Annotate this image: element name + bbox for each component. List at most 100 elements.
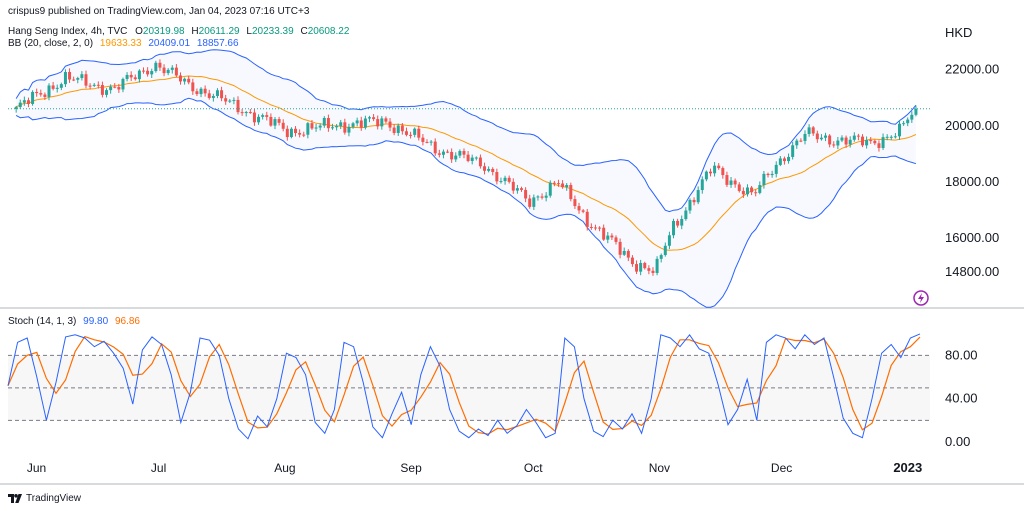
- bb-upper-value: 20409.01: [148, 38, 191, 49]
- candle: [745, 184, 749, 197]
- stoch-d-value: 96.86: [114, 316, 140, 327]
- stoch-label: Stoch (14, 1, 3): [8, 316, 77, 327]
- candle: [713, 162, 717, 177]
- stoch-axis: 80.00 40.00 0.00: [945, 347, 978, 449]
- candle: [733, 178, 737, 188]
- alert-icon[interactable]: [913, 290, 929, 306]
- bb-lower-line: [15, 97, 917, 308]
- candle: [655, 256, 659, 276]
- candle: [478, 154, 482, 169]
- candle: [248, 109, 252, 114]
- ohlc-close: C20608.22: [300, 26, 350, 37]
- bb-basis-line: [15, 75, 917, 251]
- candle: [441, 149, 445, 159]
- candle: [199, 87, 203, 98]
- candle: [832, 141, 836, 148]
- candle: [88, 83, 92, 90]
- time-axis: Jun Jul Aug Sep Oct Nov Dec 2023: [27, 460, 922, 475]
- candle: [277, 116, 281, 126]
- candle: [72, 76, 76, 82]
- stochastic-lines: [7, 333, 921, 440]
- candle: [232, 97, 236, 105]
- candle: [310, 120, 314, 130]
- candle: [314, 123, 318, 132]
- candle: [848, 136, 852, 148]
- candle: [294, 126, 298, 137]
- candle: [622, 247, 626, 256]
- candle: [524, 187, 528, 203]
- candle: [515, 184, 519, 194]
- candle: [630, 255, 634, 267]
- candle: [906, 117, 910, 127]
- candle: [257, 114, 261, 125]
- candle: [581, 209, 585, 214]
- candle: [708, 168, 712, 177]
- candle: [885, 134, 889, 141]
- candle: [129, 71, 133, 81]
- candle: [335, 124, 339, 131]
- candle: [791, 141, 795, 160]
- candle: [220, 86, 224, 102]
- candle: [536, 195, 540, 201]
- candle: [495, 168, 499, 185]
- candle: [211, 93, 215, 102]
- stoch-tick: 80.00: [945, 347, 978, 362]
- candle: [51, 81, 55, 91]
- candle: [458, 149, 462, 159]
- candle: [528, 194, 532, 209]
- candle: [195, 88, 199, 97]
- candle: [532, 194, 536, 211]
- candle: [43, 92, 47, 100]
- candle: [261, 113, 265, 120]
- price-axis: HKD 22000.00 20000.00 18000.00 16000.00 1480…: [945, 25, 999, 279]
- candle: [778, 156, 782, 167]
- candle: [787, 153, 791, 164]
- footer: TradingView: [8, 493, 81, 504]
- candle: [372, 114, 376, 122]
- candle: [413, 127, 417, 138]
- time-tick: 2023: [893, 460, 922, 475]
- candle: [873, 139, 877, 146]
- candle: [236, 96, 240, 115]
- price-tick: 22000.00: [945, 62, 999, 77]
- candle: [462, 148, 466, 159]
- price-tick: 18000.00: [945, 174, 999, 189]
- candle: [725, 171, 729, 187]
- candle: [659, 253, 663, 263]
- candle: [367, 115, 371, 123]
- time-tick: Nov: [649, 461, 670, 475]
- candle: [618, 238, 622, 259]
- candle: [39, 89, 43, 97]
- candle: [910, 111, 914, 123]
- candle: [183, 77, 187, 85]
- candle: [14, 105, 18, 113]
- candle: [503, 175, 507, 185]
- stoch-legend: Stoch (14, 1, 3) 99.80 96.86: [8, 316, 140, 327]
- candle: [815, 130, 819, 143]
- candle: [639, 259, 643, 276]
- candle: [18, 99, 22, 109]
- candle: [421, 134, 425, 146]
- symbol-legend: Hang Seng Index, 4h, TVC O20319.98 H2061…: [8, 26, 349, 37]
- candle: [252, 108, 256, 126]
- candle: [68, 68, 72, 83]
- candle: [893, 133, 897, 139]
- candle: [343, 118, 347, 135]
- candle: [113, 83, 117, 89]
- candle: [544, 192, 548, 202]
- price-tick: 14800.00: [945, 264, 999, 279]
- candle: [359, 116, 363, 131]
- candle: [298, 129, 302, 138]
- candle: [688, 198, 692, 214]
- candle: [565, 183, 569, 191]
- candle: [758, 181, 762, 195]
- candle: [154, 60, 158, 73]
- candle: [207, 89, 211, 100]
- candle: [162, 64, 166, 77]
- candle: [741, 187, 745, 198]
- candle: [384, 116, 388, 124]
- candle: [306, 121, 310, 139]
- candle: [322, 116, 326, 128]
